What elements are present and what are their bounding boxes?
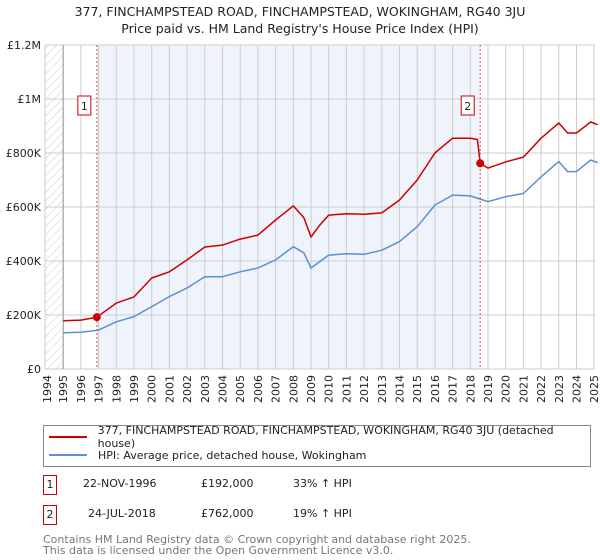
- footer-copyright: Contains HM Land Registry data © Crown c…: [43, 533, 471, 546]
- x-tick-label: 2002: [181, 375, 194, 403]
- x-tick-label: 2018: [464, 375, 477, 403]
- y-tick-label: £0: [27, 363, 41, 376]
- x-tick-label: 1998: [110, 375, 123, 403]
- legend: 377, FINCHAMPSTEAD ROAD, FINCHAMPSTEAD, …: [43, 424, 591, 467]
- sale-point: [476, 159, 485, 168]
- x-tick-label: 2025: [588, 375, 600, 403]
- x-tick-label: 1995: [57, 375, 70, 403]
- transaction-badge: 2: [43, 505, 57, 525]
- x-tick-label: 1999: [128, 375, 141, 403]
- transaction-badge: 1: [43, 475, 57, 495]
- x-tick-label: 2008: [287, 375, 300, 403]
- transaction-price: £762,000: [201, 507, 254, 520]
- y-tick-label: £1.2M: [7, 39, 41, 52]
- x-tick-label: 2019: [482, 375, 495, 403]
- x-tick-label: 2007: [270, 375, 283, 403]
- x-tick-label: 2023: [553, 375, 566, 403]
- transaction-hpi: 33% ↑ HPI: [293, 477, 352, 490]
- y-tick-label: £400K: [6, 255, 42, 268]
- x-tick-label: 2022: [535, 375, 548, 403]
- price-chart: 1994 1995 1996 1997 1998 1999 2000 2001 2002 2003…: [6, 39, 600, 403]
- x-tick-label: 2021: [517, 375, 530, 403]
- transaction-date: 22-NOV-1996: [83, 477, 157, 490]
- x-tick-label: 2006: [252, 375, 265, 403]
- chart-title: 377, FINCHAMPSTEAD ROAD, FINCHAMPSTEAD, …: [74, 4, 526, 19]
- transaction-row: 2 24-JUL-2018 £762,000 19% ↑ HPI: [43, 505, 443, 525]
- sale-badge: [77, 95, 92, 116]
- x-tick-label: 1997: [93, 375, 106, 403]
- x-tick-label: 2009: [305, 375, 318, 403]
- x-tick-label: 2005: [234, 375, 247, 403]
- transaction-date: 24-JUL-2018: [88, 507, 156, 520]
- legend-label-property: 377, FINCHAMPSTEAD ROAD, FINCHAMPSTEAD, …: [97, 424, 554, 450]
- x-tick-label: 2003: [199, 375, 212, 403]
- property-price-line: [63, 121, 598, 322]
- transaction-row: 1 22-NOV-1996 £192,000 33% ↑ HPI: [43, 475, 443, 495]
- legend-swatch-hpi: [49, 454, 87, 456]
- x-tick-label: 1996: [75, 375, 88, 403]
- x-tick-label: 1994: [41, 375, 54, 403]
- x-tick-label: 2000: [146, 375, 159, 403]
- x-tick-label: 2024: [571, 375, 584, 403]
- sale-badge-label: 1: [81, 100, 88, 113]
- footer-licence: This data is licensed under the Open Gov…: [43, 544, 394, 557]
- x-tick-label: 2014: [394, 375, 407, 403]
- x-tick-label: 2020: [500, 375, 513, 403]
- legend-item-hpi: HPI: Average price, detached house, Woki…: [44, 446, 366, 464]
- sale-badge-label: 2: [464, 100, 471, 113]
- y-tick-label: £600K: [6, 201, 42, 214]
- y-tick-label: £200K: [6, 309, 42, 322]
- sale-badge: [460, 95, 475, 116]
- x-tick-label: 2001: [163, 375, 176, 403]
- x-tick-label: 2016: [429, 375, 442, 403]
- legend-item-property: 377, FINCHAMPSTEAD ROAD, FINCHAMPSTEAD, …: [44, 424, 590, 450]
- chart-subtitle: Price paid vs. HM Land Registry's House …: [121, 21, 479, 36]
- plot-border: [44, 44, 595, 370]
- y-tick-label: £1M: [18, 93, 42, 106]
- x-tick-label: 2015: [411, 375, 424, 403]
- x-tick-label: 2010: [323, 375, 336, 403]
- legend-label-hpi: HPI: Average price, detached house, Woki…: [98, 448, 367, 462]
- transaction-hpi: 19% ↑ HPI: [293, 507, 352, 520]
- x-tick-label: 2011: [340, 375, 353, 403]
- hpi-line: [63, 159, 598, 334]
- legend-swatch-property: [49, 436, 87, 438]
- x-tick-label: 2004: [217, 375, 230, 403]
- transaction-price: £192,000: [201, 477, 254, 490]
- x-tick-label: 2017: [447, 375, 460, 403]
- sale-point: [92, 313, 101, 322]
- y-tick-label: £800K: [6, 147, 42, 160]
- x-tick-label: 2012: [358, 375, 371, 403]
- x-tick-label: 2013: [376, 375, 389, 403]
- footer: Contains HM Land Registry data © Crown c…: [43, 534, 471, 556]
